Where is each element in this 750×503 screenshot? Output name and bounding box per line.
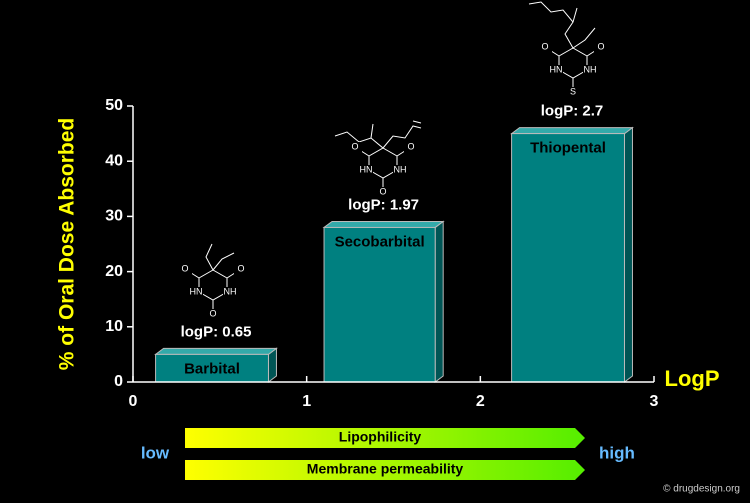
atom-label: O bbox=[351, 141, 358, 151]
atom-bg bbox=[566, 87, 580, 97]
atom-label: NH bbox=[394, 164, 407, 174]
molecule-bond bbox=[572, 7, 578, 23]
annotation: logP: 2.7 bbox=[541, 103, 604, 120]
molecule-bond bbox=[205, 243, 214, 271]
arrow-label: Lipophilicity bbox=[339, 429, 422, 445]
atom-bg bbox=[376, 187, 390, 197]
bar bbox=[155, 353, 269, 383]
y-tick-label: 10 bbox=[105, 318, 123, 335]
low-label: low bbox=[141, 443, 170, 462]
arrow bbox=[185, 460, 585, 480]
y-axis-label: % of Oral Dose Absorbed bbox=[56, 118, 79, 370]
bar-top bbox=[322, 220, 445, 228]
y-tick-label: 50 bbox=[105, 97, 123, 114]
arrow-label: Membrane permeability bbox=[307, 461, 464, 477]
atom-label: O bbox=[407, 141, 414, 151]
molecule-bond bbox=[572, 27, 596, 49]
annotation: logP: 1.97 bbox=[348, 196, 419, 213]
bar-side bbox=[623, 126, 633, 383]
molecule-bond bbox=[370, 123, 374, 139]
molecule-bond bbox=[382, 125, 422, 149]
atom-bg bbox=[348, 142, 362, 152]
x-axis-label: LogP bbox=[665, 366, 720, 391]
credit: © drugdesign.org bbox=[663, 484, 740, 495]
molecule-bond bbox=[212, 252, 235, 271]
bar-label: Thiopental bbox=[530, 140, 606, 157]
bar bbox=[511, 133, 625, 383]
y-tick-label: 30 bbox=[105, 208, 123, 225]
bar-label: Barbital bbox=[184, 360, 240, 377]
atom-label: HN bbox=[360, 164, 373, 174]
annotation: logP: 0.65 bbox=[181, 323, 252, 340]
bar-side bbox=[434, 220, 444, 383]
x-tick-label: 2 bbox=[476, 393, 485, 410]
atom-bg bbox=[178, 264, 192, 274]
high-label: high bbox=[599, 443, 635, 462]
atom-label: NH bbox=[224, 286, 237, 296]
atom-bg bbox=[404, 142, 418, 152]
atom-label: O bbox=[237, 263, 244, 273]
atom-bg bbox=[206, 309, 220, 319]
atom-label: HN bbox=[550, 64, 563, 74]
atom-bg bbox=[359, 165, 373, 175]
atom-label: S bbox=[570, 86, 576, 96]
atom-bg bbox=[234, 264, 248, 274]
x-tick-label: 0 bbox=[129, 393, 138, 410]
molecule-bond bbox=[412, 120, 422, 124]
arrow bbox=[185, 428, 585, 448]
atom-bg bbox=[223, 287, 237, 297]
molecule-bond bbox=[528, 1, 574, 49]
atom-label: HN bbox=[190, 286, 203, 296]
atom-bg bbox=[583, 65, 597, 75]
atom-bg bbox=[393, 165, 407, 175]
y-tick-label: 0 bbox=[114, 373, 123, 390]
bar-label: Secobarbital bbox=[335, 233, 425, 250]
bar bbox=[323, 226, 436, 383]
atom-label: NH bbox=[584, 64, 597, 74]
bar-top bbox=[154, 347, 278, 355]
x-tick-label: 1 bbox=[302, 393, 311, 410]
atom-label: O bbox=[209, 308, 216, 318]
atom-label: O bbox=[181, 263, 188, 273]
atom-bg bbox=[189, 287, 203, 297]
atom-bg bbox=[549, 65, 563, 75]
x-tick-label: 3 bbox=[650, 393, 659, 410]
atom-bg bbox=[538, 42, 552, 52]
y-tick-label: 20 bbox=[105, 263, 123, 280]
y-tick-label: 40 bbox=[105, 152, 123, 169]
atom-label: O bbox=[597, 41, 604, 51]
atom-label: O bbox=[379, 186, 386, 196]
bar-top bbox=[510, 127, 634, 135]
atom-bg bbox=[594, 42, 608, 52]
atom-label: O bbox=[541, 41, 548, 51]
